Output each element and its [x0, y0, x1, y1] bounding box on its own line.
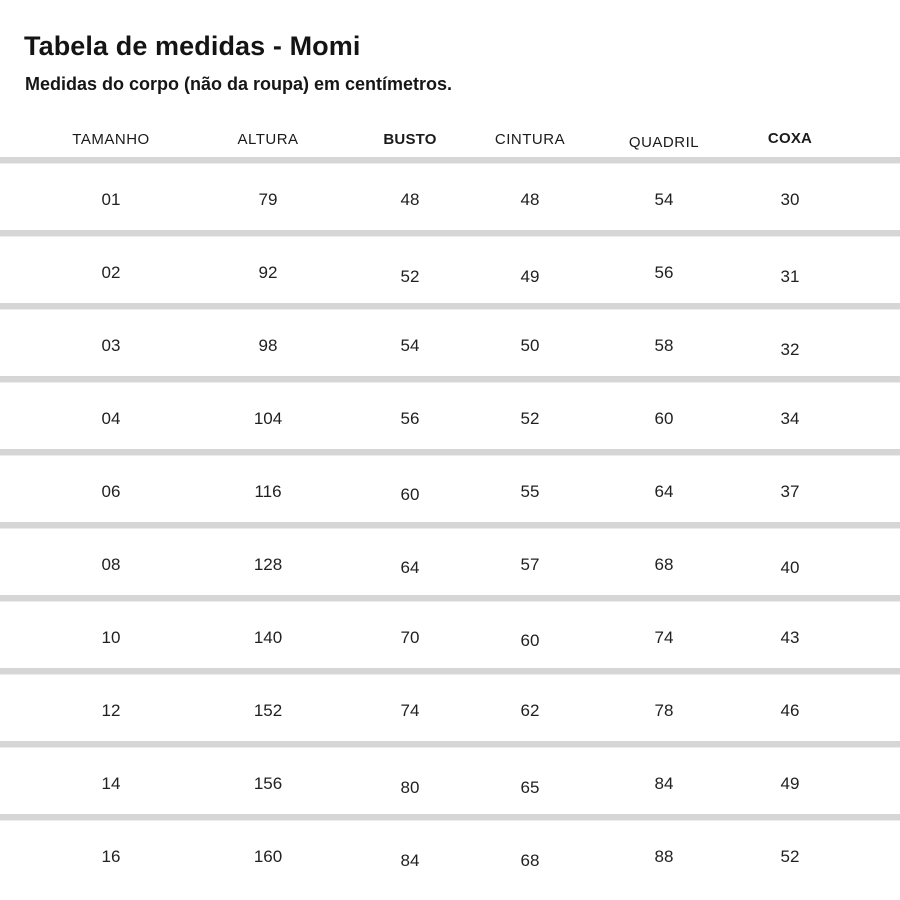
cell-busto: 64	[400, 558, 420, 577]
cell-altura: 92	[258, 263, 278, 282]
cell-coxa: 46	[780, 701, 800, 720]
cell-cintura: 65	[520, 778, 540, 797]
cell-coxa: 52	[780, 847, 800, 866]
table-row: 03 98 54 50 58 32	[0, 303, 900, 376]
cell-cintura: 49	[520, 267, 540, 286]
cell-tamanho: 10	[101, 628, 121, 647]
column-header-busto: BUSTO	[383, 131, 437, 148]
row-divider	[0, 230, 900, 237]
table-row: 16 160 84 68 88 52	[0, 814, 900, 887]
cell-busto: 80	[400, 778, 420, 797]
page-title: Tabela de medidas - Momi	[24, 31, 361, 61]
cell-coxa: 43	[780, 628, 800, 647]
cell-tamanho: 03	[101, 336, 121, 355]
cell-coxa: 40	[780, 558, 800, 577]
cell-coxa: 31	[780, 267, 800, 286]
cell-tamanho: 01	[101, 190, 121, 209]
column-header-cintura: CINTURA	[494, 131, 566, 148]
cell-cintura: 68	[520, 851, 540, 870]
table-row: 10 140 70 60 74 43	[0, 595, 900, 668]
cell-busto: 54	[400, 336, 420, 355]
row-divider	[0, 376, 900, 383]
table-row: 12 152 74 62 78 46	[0, 668, 900, 741]
cell-busto: 60	[400, 485, 420, 504]
cell-busto: 52	[400, 267, 420, 286]
cell-quadril: 64	[654, 482, 674, 501]
cell-quadril: 60	[654, 409, 674, 428]
cell-quadril: 58	[654, 336, 674, 355]
cell-cintura: 62	[520, 701, 540, 720]
cell-coxa: 49	[780, 774, 800, 793]
row-divider	[0, 449, 900, 456]
table-row: 08 128 64 57 68 40	[0, 522, 900, 595]
cell-cintura: 48	[520, 190, 540, 209]
cell-quadril: 88	[654, 847, 674, 866]
cell-altura: 104	[253, 409, 283, 428]
cell-quadril: 54	[654, 190, 674, 209]
row-divider	[0, 303, 900, 310]
cell-tamanho: 06	[101, 482, 121, 501]
cell-cintura: 57	[520, 555, 540, 574]
row-divider	[0, 522, 900, 529]
cell-busto: 84	[400, 851, 420, 870]
cell-cintura: 50	[520, 336, 540, 355]
column-header-altura: ALTURA	[237, 131, 299, 148]
column-header-tamanho: TAMANHO	[72, 131, 150, 148]
cell-altura: 98	[258, 336, 278, 355]
cell-tamanho: 08	[101, 555, 121, 574]
cell-quadril: 56	[654, 263, 674, 282]
column-header-quadril: QUADRIL	[628, 134, 700, 151]
column-header-coxa: COXA	[767, 130, 813, 147]
cell-altura: 140	[253, 628, 283, 647]
table-header-row: TAMANHO ALTURA BUSTO CINTURA QUADRIL COX…	[0, 130, 900, 153]
table-row: 06 116 60 55 64 37	[0, 449, 900, 522]
table-row: 14 156 80 65 84 49	[0, 741, 900, 814]
cell-tamanho: 12	[101, 701, 121, 720]
cell-quadril: 84	[654, 774, 674, 793]
cell-coxa: 30	[780, 190, 800, 209]
cell-quadril: 68	[654, 555, 674, 574]
cell-tamanho: 04	[101, 409, 121, 428]
cell-tamanho: 16	[101, 847, 121, 866]
cell-altura: 116	[254, 482, 282, 501]
cell-coxa: 37	[780, 482, 800, 501]
cell-tamanho: 02	[101, 263, 121, 282]
cell-altura: 160	[253, 847, 283, 866]
cell-quadril: 74	[654, 628, 674, 647]
cell-altura: 152	[253, 701, 283, 720]
cell-cintura: 60	[520, 631, 540, 650]
row-divider	[0, 741, 900, 748]
cell-altura: 79	[258, 190, 278, 209]
cell-busto: 74	[400, 701, 420, 720]
cell-cintura: 52	[520, 409, 540, 428]
table-row: 02 92 52 49 56 31	[0, 230, 900, 303]
cell-busto: 56	[400, 409, 420, 428]
cell-busto: 70	[400, 628, 420, 647]
page-subtitle: Medidas do corpo (não da roupa) em centí…	[25, 74, 453, 94]
table-row: 01 79 48 48 54 30	[0, 157, 900, 230]
table-row: 04 104 56 52 60 34	[0, 376, 900, 449]
cell-altura: 128	[253, 555, 283, 574]
table-body: 01 79 48 48 54 30 02 92 52 49 56 31 03 9…	[0, 157, 900, 887]
cell-coxa: 32	[780, 340, 800, 359]
cell-busto: 48	[400, 190, 420, 209]
cell-tamanho: 14	[101, 774, 121, 793]
cell-altura: 156	[253, 774, 283, 793]
cell-cintura: 55	[520, 482, 540, 501]
row-divider	[0, 157, 900, 164]
row-divider	[0, 595, 900, 602]
row-divider	[0, 814, 900, 821]
row-divider	[0, 668, 900, 675]
cell-quadril: 78	[654, 701, 674, 720]
cell-coxa: 34	[780, 409, 800, 428]
